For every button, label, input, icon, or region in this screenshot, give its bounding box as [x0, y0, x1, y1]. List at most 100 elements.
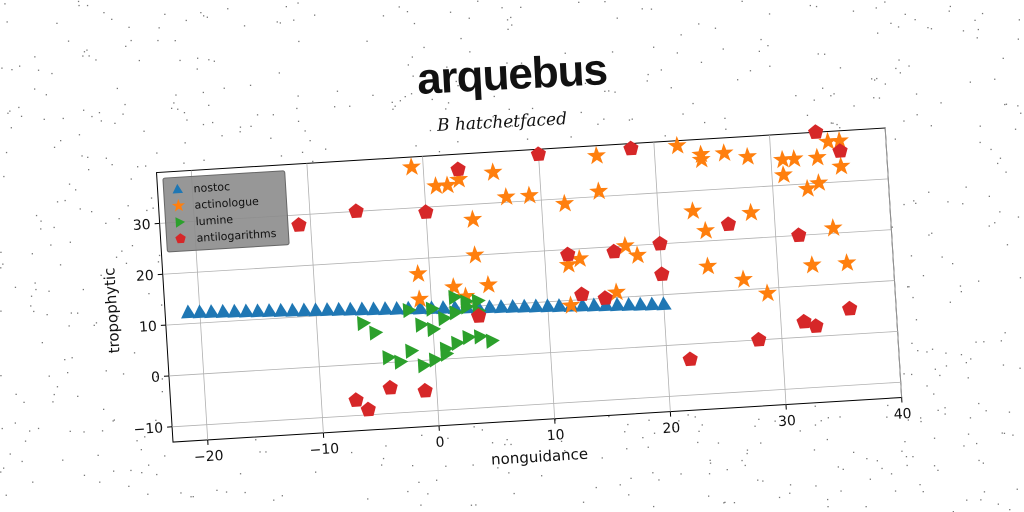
series-antilogarithms — [291, 124, 858, 417]
point-nostoc — [540, 298, 556, 313]
point-actinologue — [426, 176, 446, 195]
y-tick-label: 10 — [139, 319, 158, 336]
point-actinologue — [519, 185, 539, 205]
point-nostoc — [285, 302, 301, 317]
point-antilogarithms — [530, 146, 546, 162]
point-actinologue — [714, 143, 734, 162]
axis-ticks: −20 −10 0 10 20 30 40 −10 0 10 20 30 — [132, 217, 912, 466]
point-lumine — [425, 301, 440, 317]
point-nostoc — [227, 303, 243, 318]
point-nostoc — [575, 297, 591, 312]
legend-marker-antilogarithms — [175, 233, 186, 244]
point-actinologue — [444, 277, 464, 296]
point-nostoc — [181, 304, 197, 319]
point-antilogarithms — [654, 266, 670, 282]
point-nostoc — [308, 302, 324, 317]
x-tick-label: 40 — [893, 406, 912, 423]
point-lumine — [405, 343, 420, 359]
point-actinologue — [589, 181, 609, 200]
point-antilogarithms — [417, 382, 433, 398]
series-lumine — [357, 290, 500, 374]
point-actinologue — [733, 269, 753, 288]
point-lumine — [427, 321, 442, 338]
point-actinologue — [773, 165, 793, 184]
point-actinologue — [483, 162, 503, 181]
point-nostoc — [586, 297, 603, 312]
point-nostoc — [621, 296, 637, 312]
point-antilogarithms — [597, 290, 613, 305]
point-nostoc — [262, 303, 278, 318]
grid-lines — [159, 127, 903, 440]
point-actinologue — [829, 131, 849, 150]
point-antilogarithms — [418, 204, 434, 219]
point-actinologue — [463, 209, 483, 228]
point-antilogarithms — [348, 203, 364, 219]
point-antilogarithms — [560, 246, 576, 262]
point-antilogarithms — [796, 313, 812, 329]
point-nostoc — [517, 298, 533, 313]
legend-marker-nostoc — [172, 183, 184, 194]
point-actinologue — [807, 147, 827, 167]
legend-box — [162, 170, 290, 253]
point-lumine — [471, 293, 486, 309]
x-tick-label: 10 — [546, 427, 565, 444]
legend-label: antilogarithms — [196, 227, 277, 245]
point-antilogarithms — [360, 401, 376, 417]
point-lumine — [448, 290, 463, 306]
point-antilogarithms — [832, 143, 848, 158]
x-tick-label: 20 — [662, 420, 681, 437]
x-tick-label: −20 — [194, 448, 224, 466]
point-antilogarithms — [450, 161, 466, 177]
point-lumine — [440, 346, 455, 362]
point-nostoc — [366, 301, 382, 316]
point-antilogarithms — [682, 351, 698, 367]
point-nostoc — [343, 301, 359, 316]
point-actinologue — [737, 146, 757, 166]
y-tick-label: −10 — [133, 420, 163, 438]
y-tick-label: 30 — [132, 217, 151, 234]
point-actinologue — [683, 201, 703, 220]
point-lumine — [449, 305, 464, 321]
point-actinologue — [667, 135, 687, 155]
point-lumine — [369, 325, 384, 341]
point-actinologue — [555, 193, 575, 213]
point-actinologue — [465, 245, 485, 264]
point-antilogarithms — [808, 318, 824, 333]
grid-line-x — [306, 163, 324, 433]
point-lumine — [394, 354, 409, 370]
point-lumine — [460, 294, 475, 310]
point-actinologue — [757, 283, 777, 302]
point-nostoc — [644, 296, 661, 311]
point-antilogarithms — [841, 300, 858, 316]
legend-marker-lumine — [175, 217, 186, 228]
point-lumine — [415, 317, 430, 333]
point-nostoc — [389, 300, 405, 315]
point-actinologue — [823, 218, 843, 237]
point-lumine — [437, 311, 453, 327]
point-actinologue — [615, 235, 635, 255]
point-actinologue — [606, 282, 626, 301]
point-nostoc — [528, 298, 545, 313]
point-actinologue — [561, 295, 581, 314]
point-nostoc — [192, 304, 208, 319]
point-lumine — [462, 329, 477, 346]
point-antilogarithms — [720, 216, 736, 232]
point-nostoc — [355, 301, 371, 316]
point-actinologue — [741, 202, 761, 222]
series-nostoc — [181, 296, 672, 319]
point-lumine — [417, 358, 432, 374]
point-actinologue — [831, 156, 851, 175]
grid-line-x — [537, 149, 556, 419]
point-nostoc — [494, 299, 510, 314]
point-actinologue — [478, 275, 498, 294]
point-nostoc — [656, 296, 672, 311]
grid-line-y — [165, 280, 895, 326]
data-points — [181, 124, 858, 417]
point-antilogarithms — [574, 286, 590, 302]
point-lumine — [382, 350, 397, 366]
y-tick-label: 0 — [151, 370, 161, 387]
point-nostoc — [505, 298, 521, 313]
point-actinologue — [496, 187, 516, 206]
point-lumine — [451, 335, 466, 351]
